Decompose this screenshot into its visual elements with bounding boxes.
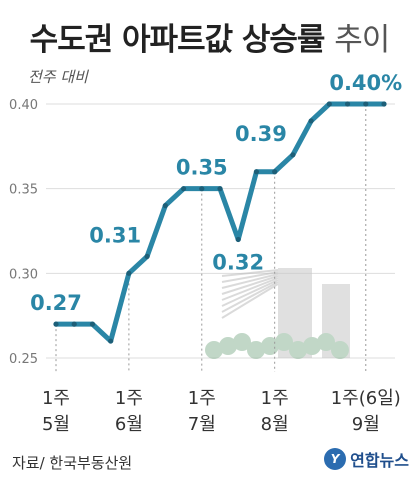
y-tick-label: 0.40 — [9, 98, 38, 113]
data-point — [89, 321, 96, 327]
tree-shape — [233, 333, 251, 351]
data-label: 0.40% — [329, 71, 402, 95]
yonhap-logo-icon: Y — [324, 448, 347, 470]
building-stripe — [221, 277, 279, 301]
data-label: 0.32 — [212, 250, 264, 274]
x-tick-label-week: 1주 — [261, 388, 289, 409]
x-tick-label-month: 5월 — [42, 414, 70, 435]
tree-shape — [317, 333, 335, 351]
tree-shape — [219, 337, 237, 355]
tree-shape — [247, 341, 265, 359]
building-stripe — [221, 269, 279, 277]
data-point — [144, 253, 150, 259]
x-tick-label-month: 9월 — [352, 414, 380, 435]
data-point — [253, 169, 260, 175]
data-point — [199, 186, 205, 192]
x-tick-label-month: 7월 — [188, 414, 216, 435]
data-point — [126, 270, 132, 276]
tree-shape — [275, 333, 293, 351]
x-tick-label-week: 1주 — [188, 388, 216, 409]
data-point — [71, 321, 77, 327]
tree-shape — [261, 337, 279, 355]
data-point — [290, 152, 296, 158]
building-stripe — [221, 279, 279, 307]
tree-shape — [303, 337, 321, 355]
data-point — [162, 203, 168, 209]
y-axis-label: 전주 대비 — [28, 68, 89, 86]
x-tick-label-week: 1주(6일) — [331, 388, 401, 409]
data-label: 0.27 — [30, 291, 82, 315]
data-point — [326, 101, 332, 107]
y-tick-label: 0.30 — [9, 267, 38, 282]
data-label: 0.39 — [235, 122, 287, 146]
y-tick-label: 0.25 — [9, 352, 38, 367]
x-tick-label-month: 6월 — [115, 414, 143, 435]
y-tick-label: 0.35 — [9, 183, 38, 198]
data-point — [344, 101, 351, 107]
building-stripe — [221, 271, 279, 283]
tree-shape — [205, 341, 223, 359]
chart-title-light: 추이 — [334, 22, 390, 58]
data-label: 0.31 — [89, 223, 141, 247]
building-stripe — [221, 275, 279, 295]
data-point — [308, 118, 314, 124]
data-point — [180, 186, 187, 192]
x-tick-label-week: 1주 — [115, 388, 143, 409]
tree-shape — [331, 341, 349, 359]
data-point — [363, 101, 369, 107]
building-stripe — [221, 283, 279, 319]
yonhap-logo: Y 연합뉴스 — [324, 447, 409, 471]
building-stripe — [221, 273, 279, 289]
chart-title-bold: 수도권 아파트값 상승률 — [29, 22, 326, 58]
x-tick-label-week: 1주 — [42, 388, 70, 409]
data-point — [217, 186, 223, 192]
data-point — [272, 169, 278, 175]
building-stripe — [221, 281, 279, 313]
chart-title: 수도권 아파트값 상승률 추이 — [0, 14, 419, 59]
data-label: 0.35 — [176, 156, 228, 180]
yonhap-logo-text: 연합뉴스 — [350, 451, 409, 470]
data-point — [108, 338, 114, 344]
data-point — [381, 101, 387, 107]
apartment-illustration — [205, 268, 350, 359]
source-note: 자료/ 한국부동산원 — [12, 454, 133, 472]
x-tick-label-month: 8월 — [261, 414, 289, 435]
tree-shape — [289, 341, 307, 359]
data-point — [53, 321, 59, 327]
data-point — [235, 236, 241, 243]
